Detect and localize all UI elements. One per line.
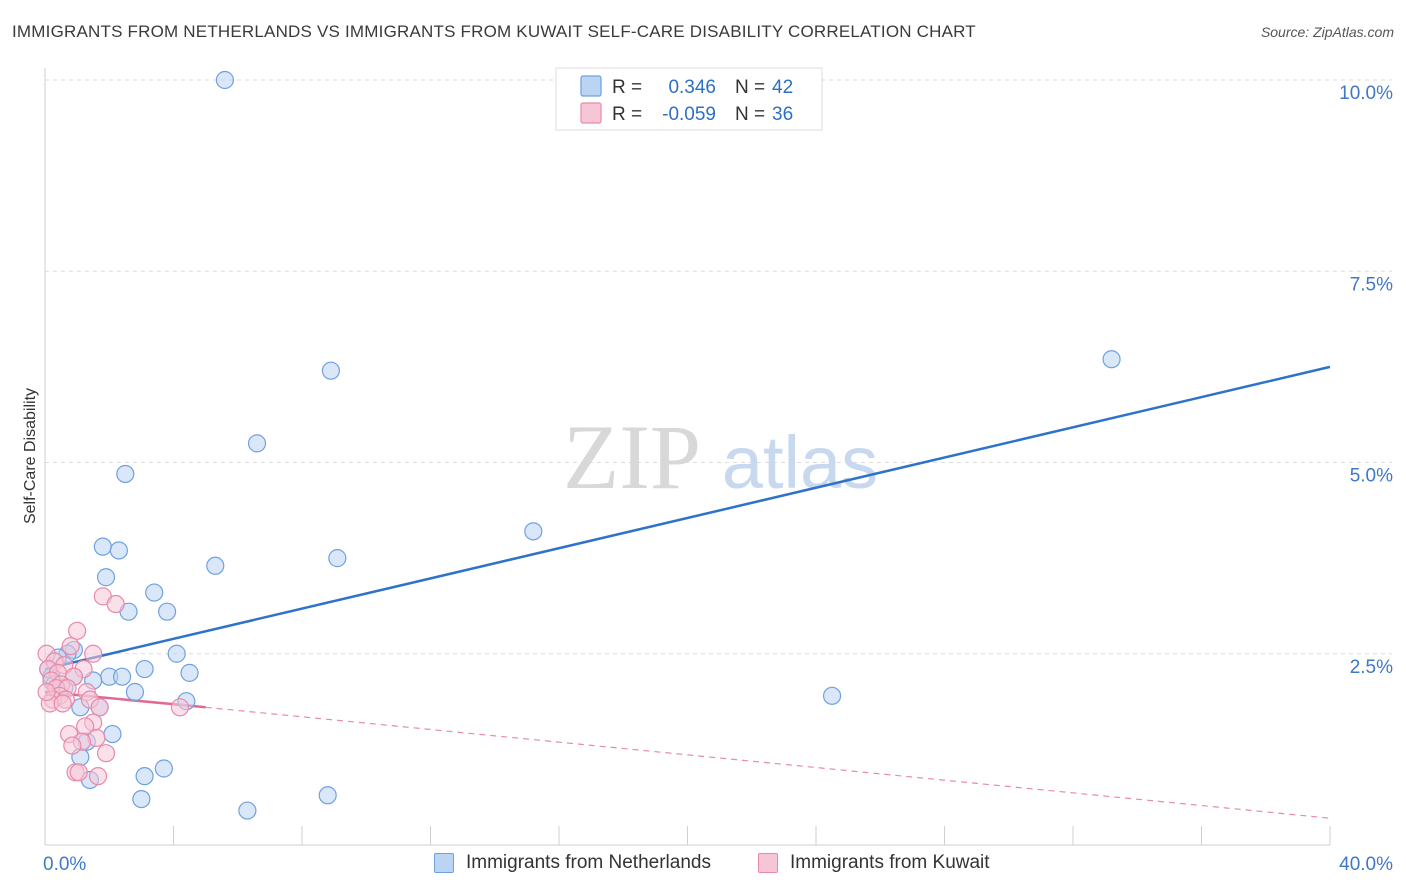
stats-n-value-1: 42 — [772, 77, 793, 98]
y-tick-label-1: 5.0% — [1350, 466, 1393, 487]
legend-item-kuwait[interactable]: Immigrants from Kuwait — [758, 852, 990, 874]
stats-swatch-kuwait — [580, 102, 602, 124]
y-axis-label: Self-Care Disability — [22, 388, 39, 524]
legend-item-netherlands[interactable]: Immigrants from Netherlands — [434, 852, 711, 874]
stats-r-label-2: R = — [612, 104, 642, 125]
point-series-0-36 — [154, 759, 173, 778]
point-series-1-30 — [63, 736, 82, 755]
point-series-0-39 — [132, 789, 151, 809]
point-series-0-7 — [109, 541, 128, 560]
chart-title: IMMIGRANTS FROM NETHERLANDS VS IMMIGRANT… — [12, 22, 976, 41]
watermark-zip: ZIP — [563, 406, 701, 508]
source-note: Source: ZipAtlas.com — [1260, 24, 1394, 40]
trend-line-kuwait-extended — [205, 706, 1331, 819]
point-series-0-8 — [328, 549, 347, 568]
grid-lines — [45, 79, 1392, 655]
watermark: ZIP atlas — [563, 406, 878, 508]
point-series-1-31 — [96, 744, 116, 763]
point-series-0-40 — [318, 786, 337, 805]
point-series-0-13 — [157, 602, 177, 621]
axes — [44, 68, 1331, 846]
point-series-1-23 — [90, 698, 109, 717]
stats-r-value-2: -0.059 — [662, 104, 716, 125]
point-series-0-6 — [93, 537, 112, 556]
point-series-0-11 — [145, 583, 164, 602]
point-series-0-19 — [135, 659, 154, 679]
tick-labels: 2.5% 5.0% 7.5% 10.0% 0.0% 40.0% — [43, 83, 1393, 875]
point-series-1-3 — [68, 621, 87, 640]
legend-label-kuwait: Immigrants from Kuwait — [790, 852, 990, 873]
point-series-0-9 — [206, 556, 225, 575]
point-series-0-5 — [524, 522, 543, 541]
point-series-1-5 — [84, 644, 103, 663]
stats-r-label-1: R = — [612, 77, 642, 98]
point-series-1-24 — [170, 698, 190, 717]
point-series-0-37 — [135, 767, 154, 786]
point-series-0-0 — [215, 70, 234, 90]
y-tick-label-3: 10.0% — [1339, 83, 1393, 104]
stats-n-label-1: N = — [735, 77, 765, 98]
point-series-1-35 — [37, 682, 56, 702]
stats-box: R = 0.346 N = 42 R = -0.059 N = 36 — [555, 67, 823, 131]
y-tick-label-2: 7.5% — [1350, 274, 1393, 295]
trend-line-netherlands — [44, 365, 1331, 671]
point-series-0-3 — [247, 434, 267, 453]
y-tick-label-0: 2.5% — [1350, 657, 1393, 678]
point-series-1-22 — [53, 694, 72, 713]
stats-n-label-2: N = — [735, 104, 765, 125]
x-tick-label-0: 0.0% — [43, 854, 86, 875]
data-points — [37, 70, 1121, 820]
point-series-0-1 — [321, 361, 341, 380]
point-series-0-33 — [103, 724, 122, 744]
point-series-1-33 — [69, 763, 88, 782]
point-series-0-28 — [125, 682, 145, 702]
stats-swatch-netherlands — [580, 75, 602, 97]
point-series-1-4 — [61, 636, 80, 656]
watermark-atlas: atlas — [722, 421, 878, 504]
legend-label-netherlands: Immigrants from Netherlands — [466, 852, 711, 873]
point-series-0-24 — [112, 667, 132, 686]
point-series-0-2 — [1102, 350, 1121, 369]
x-tick-label-1: 40.0% — [1339, 854, 1393, 875]
point-series-0-41 — [238, 801, 257, 820]
point-series-0-10 — [96, 568, 116, 587]
legend-swatch-kuwait — [758, 853, 778, 873]
stats-n-value-2: 36 — [772, 104, 793, 125]
point-series-0-21 — [180, 663, 199, 682]
point-series-1-34 — [88, 767, 108, 786]
point-series-1-2 — [106, 594, 125, 614]
legend-swatch-netherlands — [434, 853, 454, 873]
point-series-0-4 — [116, 464, 135, 484]
point-series-0-16 — [167, 644, 186, 663]
stats-r-value-1: 0.346 — [668, 77, 716, 98]
point-series-0-30 — [822, 686, 842, 705]
